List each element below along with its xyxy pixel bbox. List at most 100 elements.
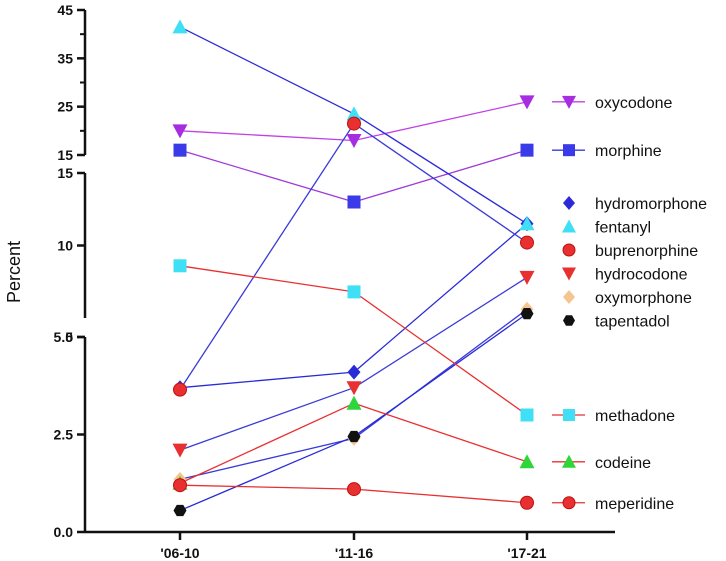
series-line-oxycodone	[179, 130, 355, 142]
legend-label: hydromorphone	[595, 196, 707, 213]
marker-morphine	[520, 143, 534, 157]
legend-item-fentanyl: fentanyl	[562, 219, 651, 237]
marker-buprenorphine	[520, 235, 534, 250]
marker-fentanyl	[346, 106, 362, 121]
legend-label: fentanyl	[595, 220, 651, 237]
series-line-hydromorphone	[179, 371, 355, 389]
series-line-methadone	[179, 265, 355, 293]
marker-oxycodone	[519, 95, 535, 110]
y-tick-label: 10	[57, 238, 73, 254]
legend-item-meperidine: meperidine	[552, 496, 674, 513]
legend-marker-fentanyl	[562, 219, 576, 233]
legend-label: meperidine	[595, 496, 674, 513]
legend-item-codeine: codeine	[552, 454, 651, 472]
series-line-hydrocodone	[353, 276, 528, 389]
marker-tapentadol	[520, 308, 534, 320]
y-tick-label: 5.0	[54, 329, 74, 345]
axes: 0.0 2.5 5.05 10 15 15 25 35 45 '06-10 '11-16 '17-21	[54, 2, 615, 561]
marker-tapentadol	[347, 430, 361, 443]
x-tick-label: '11-16	[335, 545, 374, 561]
series-line-fentanyl	[179, 26, 355, 115]
y-tick-label: 5	[65, 329, 73, 345]
marker-hydromorphone	[347, 364, 361, 380]
legend-label: morphine	[595, 143, 662, 160]
legend-marker-oxymorphone	[563, 290, 575, 304]
marker-fentanyl	[519, 216, 535, 231]
legend-marker-oxycodone	[562, 95, 576, 109]
legend-item-hydromorphone: hydromorphone	[563, 196, 707, 213]
series-line-methadone	[353, 291, 528, 416]
series-line-tapentadol	[353, 313, 528, 437]
series-line-codeine	[353, 402, 528, 463]
legend-item-buprenorphine: buprenorphine	[562, 243, 698, 260]
y-tick-label: 25	[57, 99, 73, 115]
series-line-meperidine	[179, 484, 355, 490]
marker-methadone	[173, 259, 187, 273]
y-axis-label: Percent	[4, 241, 24, 303]
series-line-buprenorphine	[353, 123, 528, 244]
marker-methadone	[520, 408, 534, 422]
legend-marker-buprenorphine	[562, 243, 576, 257]
series-line-morphine	[353, 149, 528, 203]
series-lines	[179, 26, 528, 512]
legend-item-tapentadol: tapentadol	[563, 314, 670, 331]
legend-item-morphine: morphine	[552, 143, 662, 160]
legend-marker-meperidine	[562, 496, 576, 510]
series-line-buprenorphine	[179, 123, 355, 391]
x-tick-label: '17-21	[507, 545, 546, 561]
y-tick-label: 35	[57, 50, 73, 66]
y-tick-label: 0.0	[54, 524, 74, 540]
legend-marker-morphine	[563, 144, 575, 157]
series-line-hydromorphone	[353, 223, 528, 373]
marker-codeine	[519, 454, 535, 469]
marker-codeine	[346, 395, 362, 410]
legend-marker-hydromorphone	[563, 196, 575, 210]
marker-buprenorphine	[173, 382, 187, 397]
y-tick-label: 15	[57, 165, 73, 181]
marker-oxycodone	[172, 124, 188, 139]
marker-hydrocodone	[346, 381, 362, 396]
legend-label: buprenorphine	[595, 243, 698, 260]
legend-item-oxycodone: oxycodone	[552, 95, 672, 112]
series-line-hydrocodone	[179, 387, 355, 451]
series-line-morphine	[179, 149, 355, 203]
legend-label: oxycodone	[595, 95, 672, 112]
y-tick-label: 2.5	[54, 427, 74, 443]
marker-morphine	[347, 195, 361, 209]
marker-fentanyl	[172, 19, 188, 34]
series-line-oxycodone	[353, 101, 528, 142]
marker-meperidine	[347, 482, 361, 497]
legend-label: oxymorphone	[595, 290, 692, 307]
marker-meperidine	[520, 495, 534, 510]
legend-item-hydrocodone: hydrocodone	[562, 267, 688, 284]
marker-morphine	[173, 143, 187, 157]
y-tick-label: 15	[57, 147, 73, 163]
marker-buprenorphine	[347, 116, 361, 131]
marker-oxycodone	[346, 134, 362, 148]
legend-label: tapentadol	[595, 314, 670, 331]
marker-hydrocodone	[172, 443, 188, 458]
x-tick-label: '06-10	[160, 545, 199, 561]
legend-marker-codeine	[562, 454, 576, 468]
marker-tapentadol	[173, 504, 187, 517]
legend-marker-hydrocodone	[562, 267, 576, 281]
marker-methadone	[347, 285, 361, 299]
series-line-tapentadol	[179, 435, 355, 512]
legend-item-methadone: methadone	[552, 408, 675, 425]
legend: oxycodone morphine hydromorphone fentanyl bu…	[552, 95, 707, 513]
legend-marker-methadone	[563, 409, 575, 421]
marker-hydrocodone	[519, 270, 535, 285]
series-markers	[172, 19, 535, 517]
y-tick-label: 45	[57, 2, 73, 18]
legend-label: methadone	[595, 408, 675, 425]
series-line-codeine	[179, 402, 355, 484]
series-line-oxymorphone	[353, 308, 528, 439]
series-line-oxymorphone	[179, 437, 355, 480]
legend-item-oxymorphone: oxymorphone	[563, 290, 692, 307]
legend-label: codeine	[595, 455, 651, 472]
legend-label: hydrocodone	[595, 267, 688, 284]
marker-meperidine	[173, 478, 187, 493]
legend-marker-tapentadol	[563, 315, 575, 326]
series-line-fentanyl	[353, 113, 528, 225]
